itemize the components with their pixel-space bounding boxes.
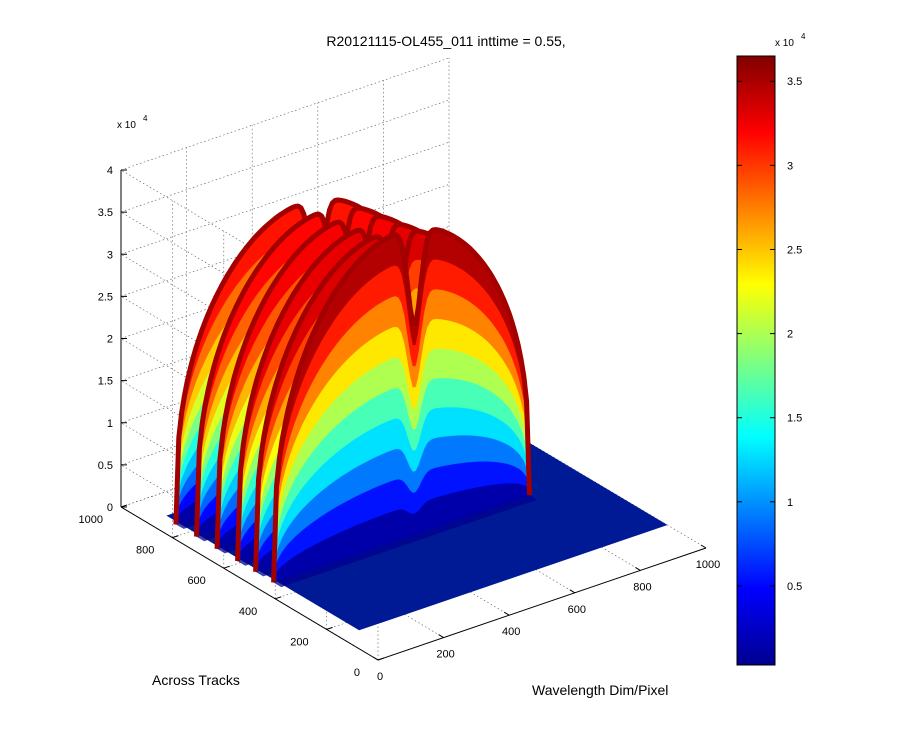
grid-line [120, 253, 379, 408]
x-tick [438, 634, 444, 639]
z-exponent-power: 4 [143, 114, 148, 123]
z-tick-label: 2.5 [98, 291, 113, 303]
z-tick-label: 1 [107, 418, 113, 430]
y-tick [275, 596, 282, 600]
colorbar-tick-label: 3 [787, 160, 793, 172]
x-tick [503, 611, 510, 616]
x-tick-label: 800 [633, 581, 651, 593]
grid-line [120, 57, 450, 171]
grid-line [120, 338, 379, 492]
z-tick-label: 3.5 [98, 207, 113, 219]
y-tick-label: 400 [239, 606, 257, 618]
z-tick-label: 0.5 [98, 460, 113, 472]
colorbar-ticks: 0.5 1 1.5 2 2.5 3 3.5 [737, 76, 802, 593]
z-tick-label: 4 [107, 165, 113, 177]
colorbar-tick-label: 1.5 [787, 413, 802, 425]
y-tick-label: 600 [187, 575, 205, 587]
chart-title: R20121115-OL455_011 inttime = 0.55, [326, 33, 565, 49]
surface-shadow [273, 495, 538, 588]
x-tick [372, 656, 379, 661]
grid-line [120, 99, 450, 213]
x-tick-label: 600 [568, 604, 586, 616]
x-tick [635, 566, 641, 571]
y-axis-line [120, 506, 379, 661]
y-axis-label: Across Tracks [152, 672, 240, 688]
grid-line [120, 169, 379, 324]
surface-ridge [271, 227, 532, 583]
z-tick-label: 1.5 [98, 376, 113, 388]
colorbar-exponent-power: 4 [801, 32, 806, 41]
colorbar: 0.5 1 1.5 2 2.5 3 3.5 x 10 4 [736, 32, 806, 666]
grid-line [120, 422, 379, 577]
z-exponent-base: x 10 [117, 120, 136, 131]
grid-line [120, 380, 379, 534]
surface-band [271, 227, 538, 588]
x-tick-label: 200 [436, 649, 454, 661]
y-tick [223, 565, 230, 569]
y-tick [326, 626, 333, 630]
colorbar-tick-label: 3.5 [787, 76, 802, 88]
colorbar-tick-label: 0.5 [787, 581, 802, 593]
x-tick-label: 1000 [696, 559, 720, 571]
x-tick-label: 0 [377, 671, 383, 683]
x-tick [569, 589, 576, 594]
colorbar-gradient [736, 55, 776, 666]
z-tick-label: 0 [107, 502, 113, 514]
y-tick-label: 200 [290, 636, 308, 648]
axes-ticks: 0 200 400 600 800 1000 0 200 400 600 800 1000 0 0.5 1 1… [79, 165, 721, 683]
z-tick-label: 3 [107, 249, 113, 261]
y-tick [377, 657, 385, 661]
x-tick-label: 400 [502, 626, 520, 638]
grid-line [120, 141, 450, 255]
y-tick [172, 535, 179, 539]
y-tick-label: 800 [136, 545, 154, 557]
y-tick-label: 0 [354, 667, 360, 679]
surface-bands [173, 197, 538, 588]
x-axis-label: Wavelength Dim/Pixel [532, 682, 668, 698]
colorbar-tick-label: 2 [787, 329, 793, 341]
colorbar-exponent-base: x 10 [775, 38, 794, 49]
grid-line [120, 296, 379, 450]
grid-line [120, 211, 379, 366]
x-tick [700, 544, 707, 549]
z-tick-label: 2 [107, 334, 113, 346]
colorbar-tick-label: 1 [787, 497, 793, 509]
x-axis-line [377, 547, 707, 661]
grid-line [120, 464, 379, 619]
colorbar-tick-label: 2.5 [787, 244, 802, 256]
y-tick-label: 1000 [79, 514, 103, 526]
z-axis-exponent: x 10 4 [117, 114, 148, 131]
